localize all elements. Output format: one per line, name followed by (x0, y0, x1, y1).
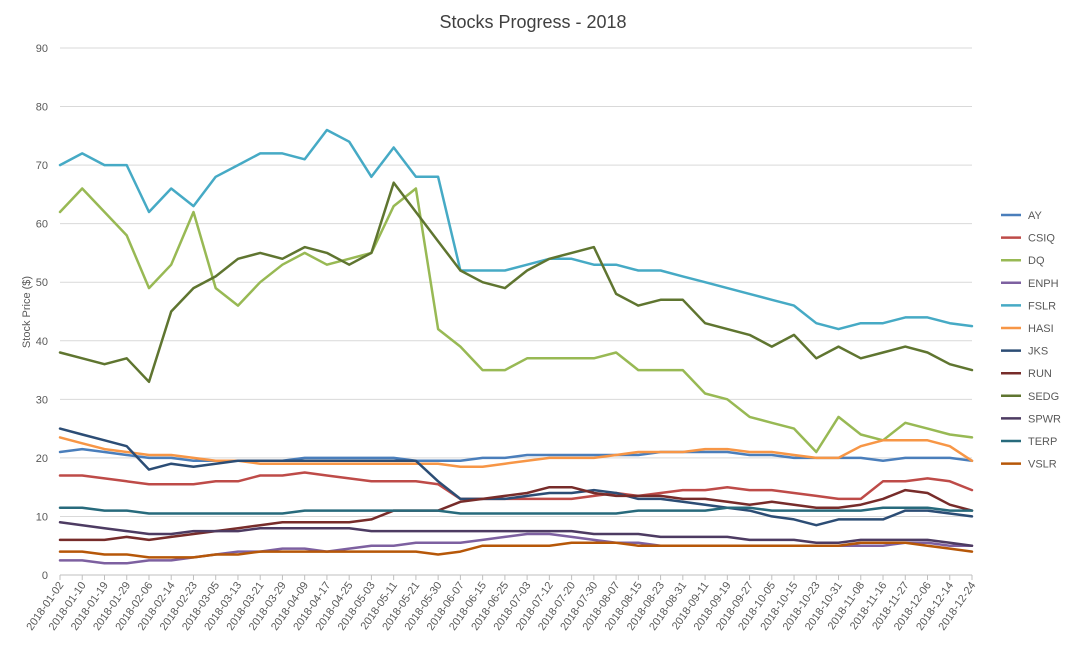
series-line-enph (58, 532, 974, 565)
legend-label-spwr: SPWR (1028, 413, 1061, 425)
legend-label-fslr: FSLR (1028, 300, 1056, 312)
legend-label-run: RUN (1028, 368, 1052, 380)
gridlines (60, 47, 972, 517)
series-line-terp (58, 506, 974, 515)
series-line-vslr (58, 541, 974, 559)
y-tick-label: 10 (36, 511, 48, 523)
chart-title: Stocks Progress - 2018 (439, 12, 626, 32)
y-tick-label: 60 (36, 219, 48, 231)
y-tick-label: 0 (42, 570, 48, 582)
series-line-spwr (58, 521, 974, 547)
y-tick-label: 20 (36, 453, 48, 465)
series-line-dq (58, 187, 974, 454)
legend-label-enph: ENPH (1028, 278, 1059, 290)
series-line-jks (58, 427, 974, 527)
legend-label-terp: TERP (1028, 436, 1057, 448)
series-line-fslr (58, 128, 974, 331)
series-line-hasi (58, 436, 974, 468)
legend: AY CSIQ DQ ENPH FSLR HASI JKS RUN SEDG SPWR TERP VS… (1001, 210, 1061, 471)
y-tick-label: 70 (36, 160, 48, 172)
legend-label-sedg: SEDG (1028, 391, 1059, 403)
series-line-sedg (58, 181, 974, 384)
y-tick-label: 30 (36, 394, 48, 406)
y-axis-title: Stock Price ($) (21, 276, 33, 348)
y-tick-label: 40 (36, 336, 48, 348)
y-tick-label: 50 (36, 277, 48, 289)
legend-label-ay: AY (1028, 210, 1043, 222)
legend-label-jks: JKS (1028, 346, 1048, 358)
axes: 01020304050607080902018-01-022018-01-102… (24, 43, 978, 633)
series-lines (58, 128, 974, 565)
legend-label-hasi: HASI (1028, 323, 1054, 335)
y-tick-label: 90 (36, 43, 48, 55)
legend-label-csiq: CSIQ (1028, 233, 1055, 245)
legend-label-dq: DQ (1028, 255, 1045, 267)
y-tick-label: 80 (36, 102, 48, 114)
series-line-csiq (58, 471, 974, 501)
legend-label-vslr: VSLR (1028, 459, 1057, 471)
